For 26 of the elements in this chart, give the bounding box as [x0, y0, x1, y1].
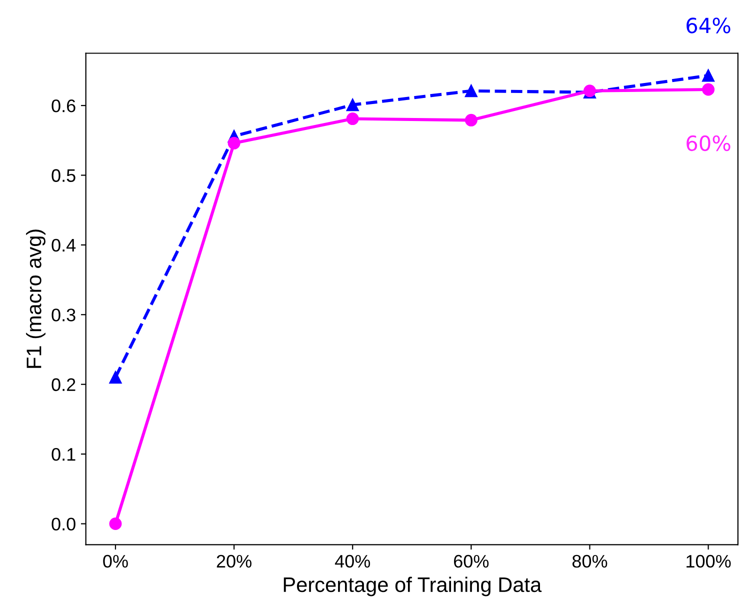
- text: 64%: [686, 18, 730, 34]
- x-tick-label: 80%: [572, 554, 608, 568]
- y-tick-label: 0.3: [52, 308, 76, 322]
- x-axis-title: Percentage of Training Data: [284, 576, 542, 596]
- x-tick-label: 60%: [454, 554, 489, 568]
- point: [109, 371, 122, 384]
- point: [346, 98, 359, 112]
- y-axis-title: F1 (macro avg): [26, 230, 46, 368]
- y-tick-label: 0.1: [52, 448, 76, 461]
- x-tick-label: 40%: [334, 554, 370, 568]
- y-tick-label: 0.4: [52, 238, 76, 252]
- point: [109, 518, 122, 530]
- point: [464, 84, 478, 98]
- y-tick-label: 0.6: [52, 99, 76, 112]
- point: [346, 112, 359, 126]
- y-tick-label: 0.2: [52, 378, 76, 392]
- annotation: 60%: [686, 135, 730, 152]
- point: [464, 114, 478, 126]
- x-tick-label: 20%: [216, 554, 252, 568]
- y-tick-label: 0.5: [52, 169, 76, 182]
- y-tick-label: 0.0: [52, 518, 76, 530]
- point: [702, 69, 715, 82]
- x-tick-label: 100%: [686, 554, 731, 568]
- point: [228, 136, 240, 150]
- point: [702, 83, 715, 96]
- x-tick-label: 0%: [103, 554, 128, 568]
